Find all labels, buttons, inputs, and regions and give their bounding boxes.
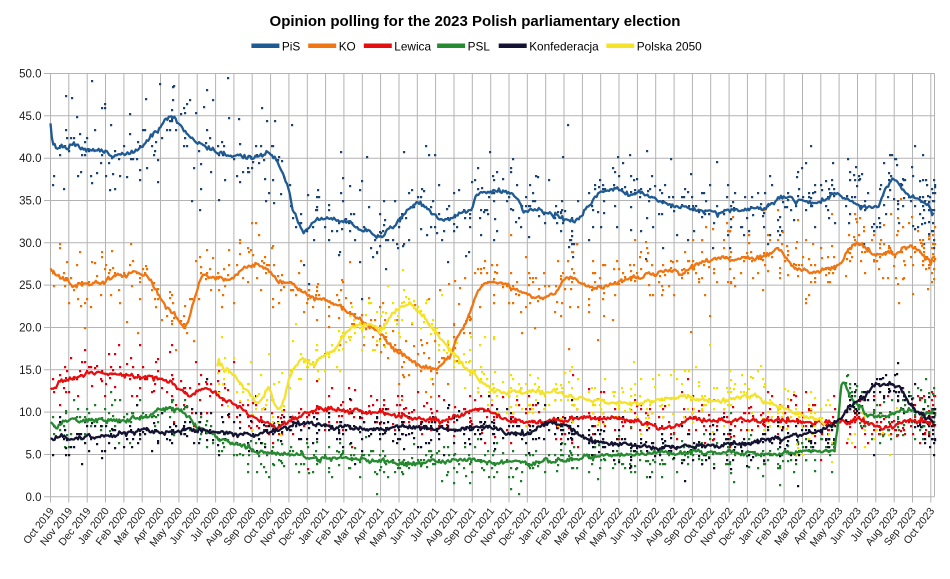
svg-text:20.0: 20.0 — [19, 323, 41, 335]
svg-text:KO: KO — [339, 40, 356, 54]
svg-text:Lewica: Lewica — [394, 40, 431, 54]
svg-text:30.0: 30.0 — [19, 238, 41, 250]
svg-text:40.0: 40.0 — [19, 153, 41, 165]
svg-text:0.0: 0.0 — [26, 492, 42, 504]
svg-text:Polska 2050: Polska 2050 — [637, 40, 702, 54]
svg-text:PiS: PiS — [282, 40, 300, 54]
svg-text:5.0: 5.0 — [26, 450, 42, 462]
svg-text:Opinion polling for the 2023 P: Opinion polling for the 2023 Polish parl… — [270, 13, 681, 30]
svg-text:10.0: 10.0 — [19, 407, 41, 419]
svg-text:PSL: PSL — [468, 40, 491, 54]
svg-text:25.0: 25.0 — [19, 280, 41, 292]
svg-text:50.0: 50.0 — [19, 69, 41, 81]
svg-text:35.0: 35.0 — [19, 196, 41, 208]
svg-text:Konfederacja: Konfederacja — [529, 40, 599, 54]
svg-text:15.0: 15.0 — [19, 365, 41, 377]
svg-text:45.0: 45.0 — [19, 111, 41, 123]
